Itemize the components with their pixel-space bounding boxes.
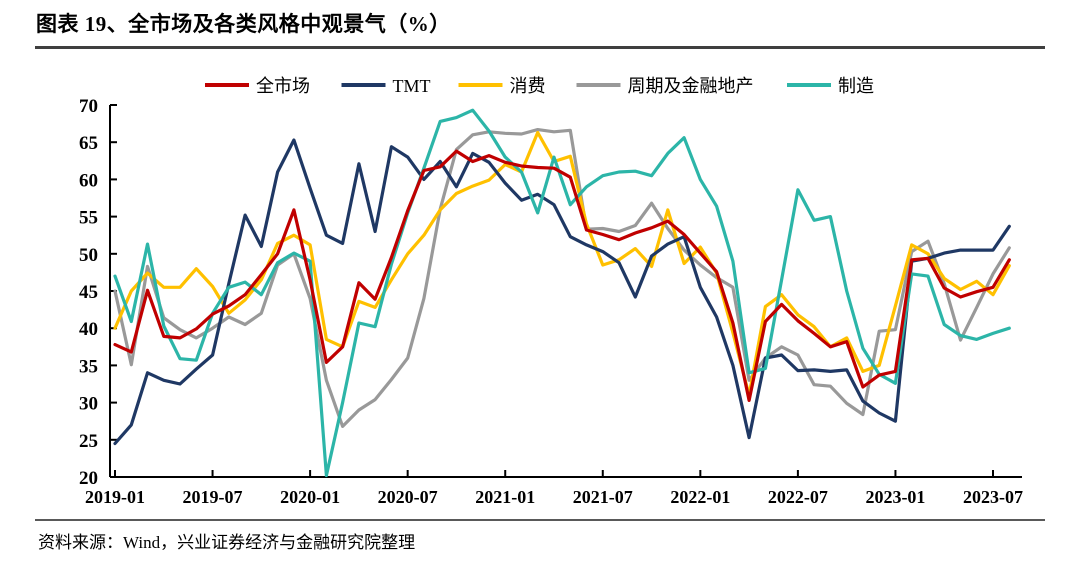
x-axis-tick-label: 2022-01: [670, 487, 730, 507]
y-axis-tick-label: 55: [79, 208, 98, 229]
x-axis-tick-label: 2023-01: [865, 487, 925, 507]
x-axis-tick-label: 2022-07: [768, 487, 828, 507]
legend-item: 消费: [458, 76, 546, 96]
series-line-manufacturing: [113, 108, 1011, 478]
y-axis-tick-label: 20: [79, 468, 98, 489]
x-axis-tick-label: 2019-07: [183, 487, 243, 507]
legend-label: 周期及金融地产: [628, 76, 754, 96]
series-line-all-market: [113, 149, 1011, 402]
y-axis-tick-label: 25: [79, 431, 98, 452]
x-axis-tick-label: 2021-07: [573, 487, 633, 507]
series-line-consumer: [113, 130, 1011, 397]
y-axis-tick-label: 35: [79, 356, 98, 377]
source-note: 资料来源：Wind，兴业证券经济与金融研究院整理: [38, 533, 416, 552]
y-axis-tick-label: 45: [79, 282, 98, 303]
line-chart: 20 25 30 35 40 45 50 55 60 65 70 2019-01 2019-07 2020…: [79, 76, 1023, 507]
legend-label: 制造: [838, 76, 874, 96]
footer-divider: [35, 519, 1045, 521]
legend-item: 制造: [787, 76, 874, 96]
x-axis-tick-label: 2020-07: [378, 487, 438, 507]
y-axis-tick-label: 60: [79, 170, 98, 191]
title-divider: [35, 46, 1045, 49]
series-line-cyclical-financial: [113, 128, 1011, 428]
legend-item: 全市场: [205, 76, 310, 96]
x-axis-tick-label: 2023-07: [963, 487, 1023, 507]
x-axis-tick-label: 2019-01: [85, 487, 145, 507]
y-axis-tick-label: 30: [79, 394, 98, 415]
legend-item: TMT: [341, 76, 431, 96]
page-title: 图表 19、全市场及各类风格中观景气（%）: [36, 12, 451, 36]
y-axis-tick-label: 65: [79, 133, 98, 154]
x-axis-tick-label: 2020-01: [280, 487, 340, 507]
series-line-tmt: [113, 138, 1011, 446]
legend-label: 消费: [510, 76, 546, 96]
y-axis-tick-label: 70: [79, 96, 98, 117]
x-axis-tick-label: 2021-01: [475, 487, 535, 507]
y-axis-tick-label: 50: [79, 245, 98, 266]
legend-label: 全市场: [256, 76, 310, 96]
y-axis-tick-label: 40: [79, 319, 98, 340]
legend-item: 周期及金融地产: [576, 76, 754, 96]
legend-label: TMT: [393, 76, 431, 96]
